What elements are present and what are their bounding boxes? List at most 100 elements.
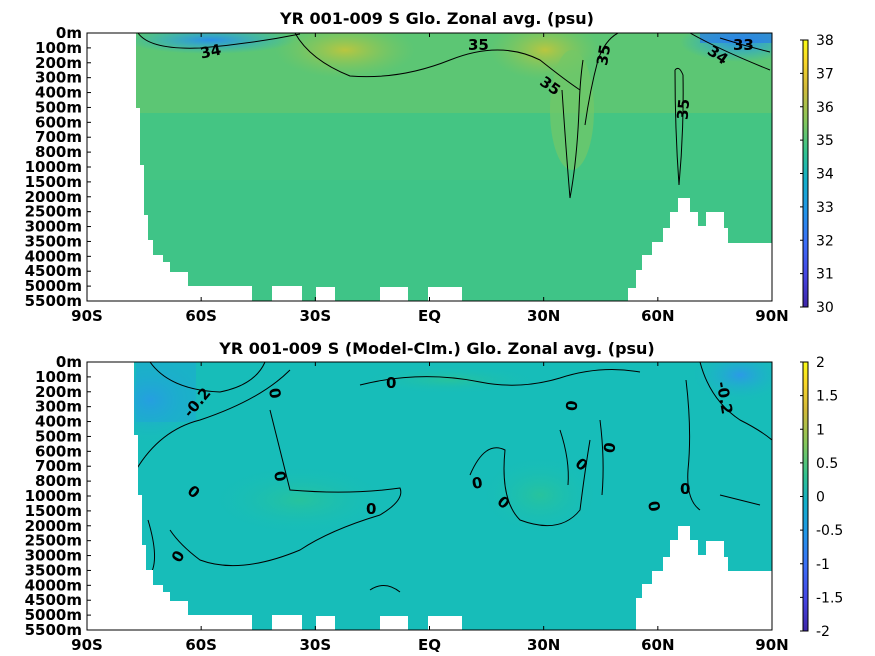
panel2-y-tick-label: 2000m — [25, 517, 82, 535]
panel1-y-tick-label: 500m — [35, 98, 82, 116]
panel2-positive-surface — [360, 366, 540, 394]
panel2-contour-zero-band — [169, 409, 402, 567]
panel1-contour-35-main — [294, 33, 581, 91]
panel2-y-tick-label: 3000m — [25, 547, 82, 565]
panel1-x-tick-label: 60S — [185, 307, 217, 325]
panel2-positive-south — [210, 465, 390, 535]
panel1-land-ridge-1 — [272, 286, 302, 301]
panel1-y-tick-label: 0m — [56, 24, 82, 42]
panel2-y-tick-label: 1000m — [25, 487, 82, 505]
panel2-positive-north — [480, 455, 600, 535]
panel1-title: YR 001-009 S Glo. Zonal avg. (psu) — [279, 9, 594, 28]
panel2-contour-label: -0.2 — [713, 380, 736, 415]
panel1-contour-34-north — [689, 33, 771, 71]
panel1-colorbar-tick-label: 33 — [816, 200, 834, 216]
panel2-colorbar-tick-label: -1.5 — [816, 590, 843, 606]
panel1-salty-south — [275, 33, 415, 78]
panel2-y-tick-label: 0m — [56, 353, 82, 371]
panel2-contour-zero-deep — [369, 585, 401, 593]
panel1-y-tick-label: 400m — [35, 84, 82, 102]
panel2-title: YR 001-009 S (Model-Clm.) Glo. Zonal avg… — [218, 339, 655, 358]
panel2-contour-zero-south — [135, 369, 291, 471]
panel2-y-tick-label: 5000m — [25, 606, 82, 624]
panel1-contour-34-south — [137, 33, 301, 49]
panel1-field: 34 35 35 35 35 34 33 — [87, 33, 772, 301]
panel2-contour-zero-arctic — [685, 379, 701, 511]
panel2-y-tick-label: 800m — [35, 472, 82, 490]
panel2-contour-zero-surface — [359, 369, 641, 386]
panel1-y-tick-label: 100m — [35, 39, 82, 57]
panel2-y-tick-label: 700m — [35, 457, 82, 475]
panel2-colorbar-tick-label: -2 — [816, 624, 830, 640]
panel2-contour-label: 0 — [265, 387, 285, 400]
panel1-y-tick-label: 1000m — [25, 158, 82, 176]
panel2-y-tick-label: 600m — [35, 442, 82, 460]
panel2-y-tick-label: 300m — [35, 398, 82, 416]
panel2-x-tick-label: 90N — [755, 636, 788, 654]
panel1-land-north — [628, 198, 772, 301]
panel2-negative-south-core — [136, 362, 196, 422]
panel2-colorbar-tick-label: 0.5 — [816, 456, 838, 472]
panel2-contour-label: 0 — [270, 470, 290, 483]
panel2-y-tick-label: 200m — [35, 383, 82, 401]
panel1-colorbar-tick-label: 31 — [816, 267, 834, 283]
panel2-land-ridge-2 — [316, 616, 335, 630]
panel1-x-tick-label: 90S — [71, 307, 103, 325]
panel2-y-tick-label: 4000m — [25, 576, 82, 594]
panel1-y-tick-label: 5500m — [25, 292, 82, 310]
panel2-contour-label: 0 — [680, 480, 690, 498]
panel1-land-south — [87, 33, 252, 301]
panel2-colorbar-tick-label: 1 — [816, 422, 825, 438]
salinity-panel: YR 001-009 S Glo. Zonal avg. (psu) 34 — [87, 9, 772, 301]
panel2-x-tick-label: 90S — [71, 636, 103, 654]
panel2-y-tick-label: 500m — [35, 427, 82, 445]
panel2-colorbar — [802, 361, 809, 632]
axes-layer: 0m100m200m300m400m500m600m700m800m1000m1… — [25, 24, 844, 654]
panel1-land-ridge-2 — [316, 287, 335, 301]
panel1-salty-tongue — [550, 50, 594, 170]
panel2-y-tick-label: 1500m — [25, 502, 82, 520]
panel2-contour-zero-tongue — [559, 429, 569, 486]
panel1-colorbar-tick-label: 36 — [816, 100, 834, 116]
panel1-x-tick-label: 90N — [755, 307, 788, 325]
panel2-colorbar-tick-label: 2 — [816, 355, 825, 371]
panel1-fresh-arctic — [700, 33, 772, 43]
panel1-colorbar-tick-label: 37 — [816, 66, 834, 82]
panel1-contour-label: 35 — [593, 43, 614, 67]
panel1-y-tick-label: 3000m — [25, 218, 82, 236]
panel1-x-tick-label: 30N — [527, 307, 560, 325]
panel1-colorbar-tick-label: 34 — [816, 167, 834, 183]
panel1-y-tick-label: 600m — [35, 113, 82, 131]
panel1-y-tick-label: 800m — [35, 143, 82, 161]
panel1-contour-35-north — [584, 33, 619, 126]
panel2-x-tick-label: 30N — [527, 636, 560, 654]
panel2-land-south — [87, 362, 252, 630]
panel2-contour-label: 0 — [366, 500, 376, 518]
panel1-fresh-south — [125, 33, 295, 54]
panel1-land-ridge-3 — [380, 287, 408, 301]
panel2-x-tick-label: EQ — [418, 636, 441, 654]
panel2-land-ridge-3 — [380, 616, 408, 630]
panel2-x-tick-label: 60S — [185, 636, 217, 654]
panel2-colorbar-tick-label: -0.5 — [816, 523, 843, 539]
panel2-contour-label: 0 — [386, 374, 396, 392]
panel2-contour-neg-north — [699, 362, 772, 441]
panel1-land-ridge-4 — [428, 287, 462, 301]
panel1-y-tick-label: 5000m — [25, 277, 82, 295]
panel1-colorbar-tick-label: 32 — [816, 233, 834, 249]
panel1-contour-label: 35 — [674, 98, 694, 120]
panel1-contour-35-arctic — [674, 67, 684, 186]
panel1-x-tick-label: EQ — [418, 307, 441, 325]
panel2-contour-zero-ridge — [599, 419, 604, 496]
anomaly-panel: YR 001-009 S (Model-Clm.) Glo. Zonal avg… — [87, 339, 772, 630]
panel1-contour-label: 34 — [199, 41, 223, 63]
panel2-y-tick-label: 2500m — [25, 532, 82, 550]
panel2-y-tick-label: 400m — [35, 413, 82, 431]
panel2-contour-label: 0 — [644, 500, 664, 513]
panel2-land-north — [636, 526, 772, 630]
panel1-contour-label: 35 — [468, 36, 489, 54]
panel1-y-tick-label: 2500m — [25, 203, 82, 221]
panel1-contour-35-tongue — [561, 59, 584, 199]
panel1-y-tick-label: 2000m — [25, 188, 82, 206]
panel2-x-tick-label: 60N — [641, 636, 674, 654]
